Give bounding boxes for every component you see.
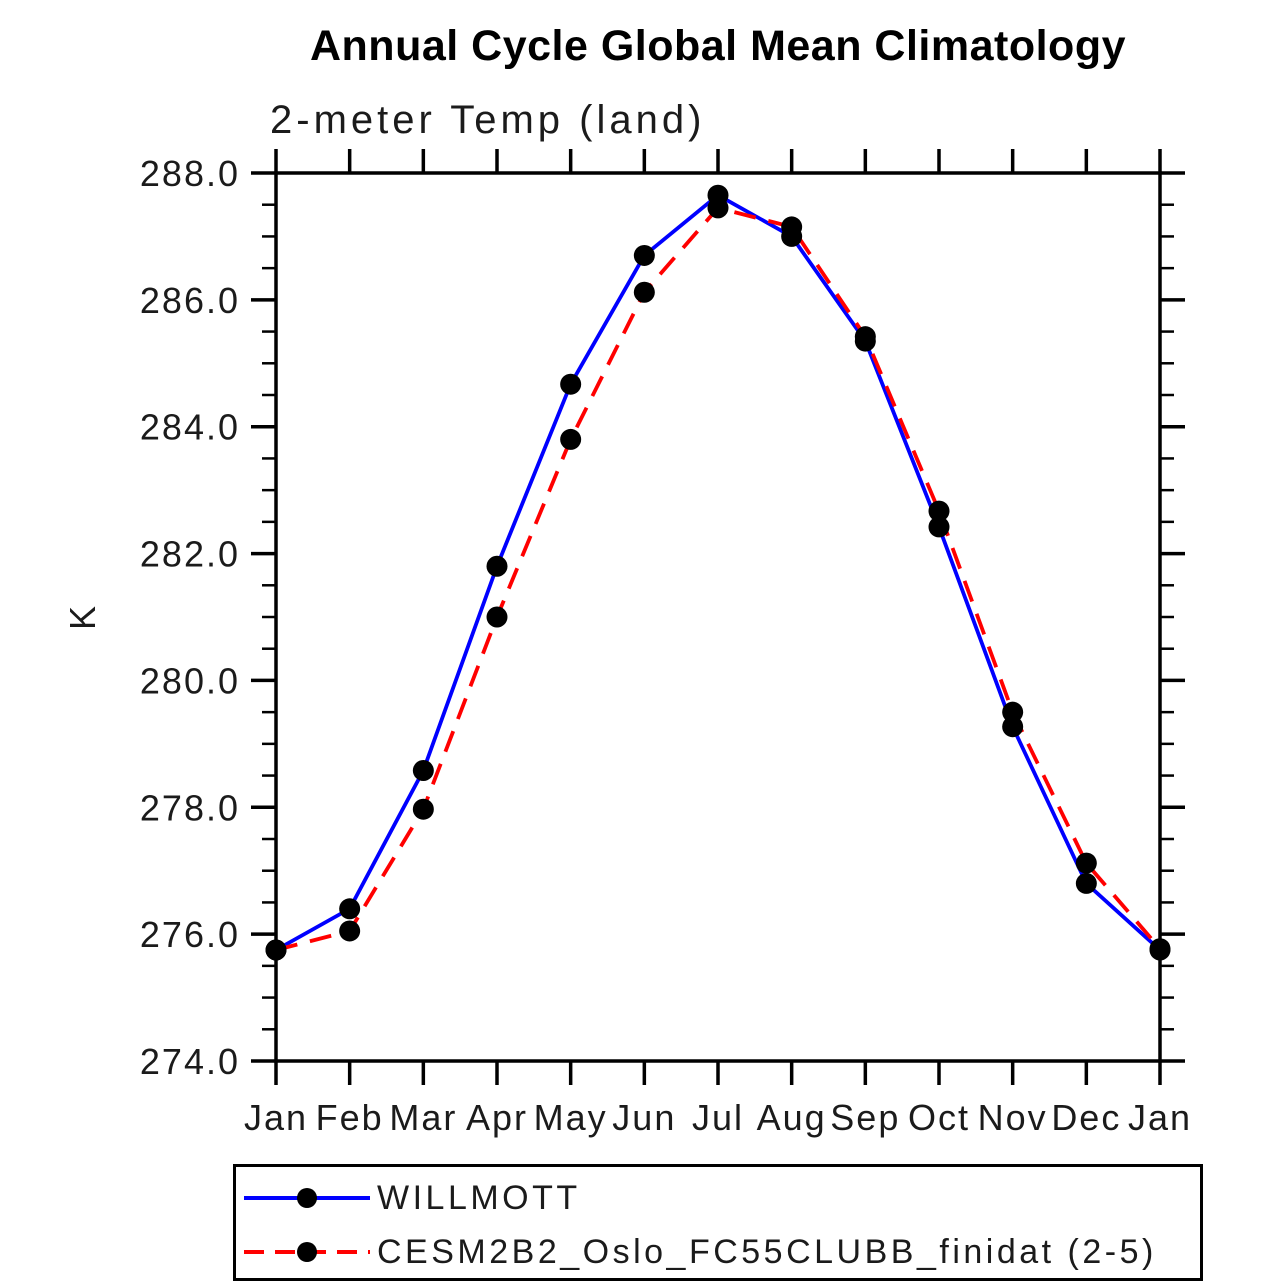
data-point-marker <box>265 939 287 961</box>
data-point-marker <box>339 920 361 942</box>
x-axis-tick-label: Jan <box>1128 1097 1192 1138</box>
data-point-marker <box>633 281 655 303</box>
legend-marker-icon <box>297 1242 317 1262</box>
y-axis-tick-label: 286.0 <box>140 280 240 321</box>
data-point-marker <box>1002 716 1024 738</box>
data-point-marker <box>781 216 803 238</box>
data-point-marker <box>1149 938 1171 960</box>
legend-item: WILLMOTT <box>241 1178 581 1218</box>
x-axis-tick-label: Jan <box>244 1097 308 1138</box>
y-axis-title: K <box>62 604 103 630</box>
y-axis-tick-label: 278.0 <box>140 787 240 828</box>
legend-series-name: CESM2B2_Oslo_FC55CLUBB_finidat (2-5) <box>377 1233 1157 1271</box>
data-point-marker <box>339 898 361 920</box>
legend-marker-icon <box>297 1188 317 1208</box>
data-point-marker <box>1075 852 1097 874</box>
y-axis-tick-label: 282.0 <box>140 534 240 575</box>
data-point-marker <box>854 326 876 348</box>
x-axis-tick-label: Jun <box>612 1097 676 1138</box>
data-point-marker <box>486 555 508 577</box>
legend-item: CESM2B2_Oslo_FC55CLUBB_finidat (2-5) <box>241 1232 1157 1272</box>
data-point-marker <box>486 606 508 628</box>
x-axis-tick-label: Aug <box>757 1097 827 1138</box>
chart-subtitle: 2-meter Temp (land) <box>270 98 706 142</box>
legend-line-sample <box>244 1242 370 1262</box>
data-point-marker <box>560 428 582 450</box>
series-line-1 <box>275 205 1162 952</box>
data-point-marker <box>707 197 729 219</box>
x-axis-tick-label: Dec <box>1051 1097 1121 1138</box>
chart-title: Annual Cycle Global Mean Climatology <box>309 22 1127 70</box>
x-axis-tick-label: May <box>534 1097 608 1138</box>
legend-box: WILLMOTT CESM2B2_Oslo_FC55CLUBB_finidat (… <box>233 1164 1203 1281</box>
data-point-marker <box>928 516 950 538</box>
y-axis-tick-label: 276.0 <box>140 914 240 955</box>
data-point-marker <box>1002 701 1024 723</box>
legend-series-name: WILLMOTT <box>377 1179 581 1217</box>
x-axis-tick-label: Feb <box>316 1097 384 1138</box>
y-axis-tick-label: 284.0 <box>140 407 240 448</box>
x-axis-tick-label: Jul <box>692 1097 744 1138</box>
y-axis-tick-label: 280.0 <box>140 660 240 701</box>
x-axis-tick-label: Apr <box>466 1097 528 1138</box>
data-point-marker <box>412 759 434 781</box>
x-axis-tick-label: Sep <box>830 1097 900 1138</box>
data-point-marker <box>560 373 582 395</box>
data-point-marker <box>928 500 950 522</box>
x-axis-tick-label: Oct <box>908 1097 970 1138</box>
legend-line-sample <box>244 1188 370 1208</box>
plot-area: 274.0 276.0 278.0 280.0 282.0 284.0 286.0 288.0… <box>62 149 1192 1138</box>
data-point-marker <box>1075 872 1097 894</box>
data-point-marker <box>412 798 434 820</box>
data-point-marker <box>633 244 655 266</box>
x-axis-tick-label: Mar <box>389 1097 457 1138</box>
y-axis-tick-label: 288.0 <box>140 153 240 194</box>
y-axis-tick-label: 274.0 <box>140 1041 240 1082</box>
plot-frame <box>274 171 1162 1063</box>
x-axis-tick-label: Nov <box>978 1097 1048 1138</box>
